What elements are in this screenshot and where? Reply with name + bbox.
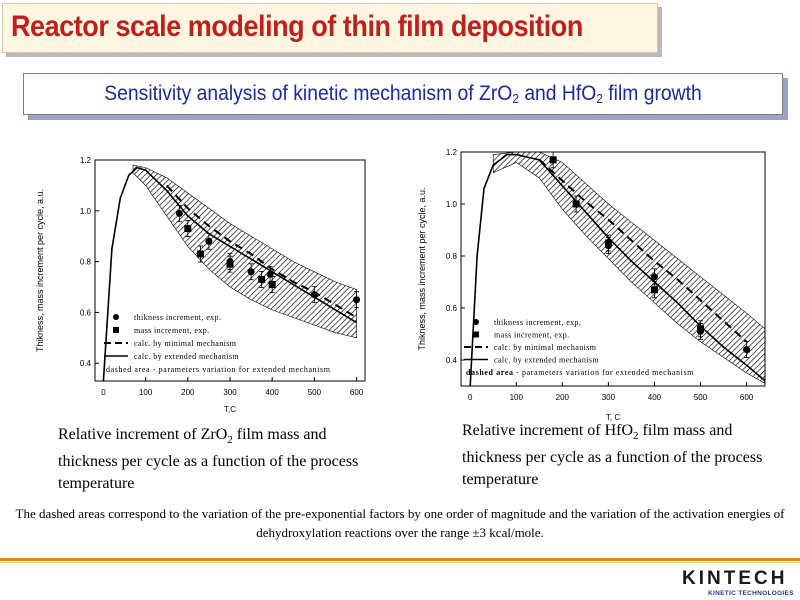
y-axis-label: Thikness, mass increment per cycle, a.u.	[35, 189, 45, 352]
y-tick-label: 1.2	[80, 156, 92, 165]
caption-text: Relative increment of ZrO	[58, 426, 228, 443]
legend-note-text: - parameters variation for extended mech…	[514, 368, 695, 377]
x-tick-label: 600	[350, 388, 364, 397]
plot-area	[102, 164, 361, 381]
legend-circle-icon	[113, 314, 119, 320]
legend-label: calc. by minimal mechanism	[494, 343, 597, 352]
legend: thikness increment, exp. mass increment, …	[104, 313, 331, 374]
x-tick-label: 200	[556, 393, 570, 402]
footnote: The dashed areas correspond to the varia…	[15, 506, 785, 540]
x-tick-label: 400	[266, 388, 280, 397]
thickness-point	[175, 209, 183, 217]
legend-label: mass increment, exp.	[494, 331, 570, 340]
x-tick-label: 100	[139, 388, 153, 397]
legend-label: calc. by minimal mechanism	[134, 339, 237, 348]
x-tick-label: 100	[510, 393, 524, 402]
x-tick-label: 500	[694, 393, 708, 402]
x-axis-label: T,C	[224, 405, 236, 414]
caption-text: film mass and thickness per cycle as a f…	[462, 422, 763, 489]
thickness-point	[650, 273, 658, 281]
legend-label: calc. by extended mechanism	[494, 356, 599, 365]
thickness-point	[205, 237, 213, 245]
y-tick-label: 1.0	[80, 207, 92, 216]
thickness-point	[353, 296, 361, 304]
caption-subscript: 2	[633, 430, 639, 443]
subtitle-part: film growth	[602, 82, 702, 105]
plot-frame	[460, 151, 766, 387]
y-tick-label: 0.4	[446, 356, 458, 365]
caption-subscript: 2	[227, 434, 233, 447]
y-tick-label: 1.2	[446, 148, 458, 157]
legend-square-icon	[473, 331, 479, 338]
x-tick-label: 600	[740, 393, 754, 402]
x-tick-label: 300	[223, 388, 237, 397]
subtitle-banner: Sensitivity analysis of kinetic mechanis…	[23, 73, 783, 115]
legend-square-icon	[113, 327, 119, 333]
legend-note-bold: dashed area	[466, 368, 514, 377]
mass-point	[184, 225, 192, 233]
title-banner: Reactor scale modeling of thin film depo…	[2, 3, 658, 53]
legend-label: mass increment, exp.	[134, 326, 210, 335]
x-tick-label: 0	[468, 393, 473, 402]
mass-point	[258, 275, 266, 283]
extended-mechanism-line	[469, 153, 765, 386]
logo-text: KINTECH	[682, 568, 788, 589]
footer-rule-light	[0, 562, 800, 563]
y-tick-label: 0.6	[446, 304, 458, 313]
subtitle-part: Sensitivity analysis of kinetic mechanis…	[104, 82, 513, 105]
caption-text: film mass and thickness per cycle as a f…	[58, 426, 359, 493]
thickness-point	[310, 291, 318, 299]
y-tick-label: 0.8	[80, 258, 92, 267]
mass-point	[572, 200, 580, 208]
mass-point	[697, 325, 705, 333]
subtitle-subscript: 2	[596, 91, 603, 106]
mass-point	[268, 280, 276, 288]
footer-rule	[0, 558, 800, 561]
legend-note: dashed area - parameters variation for e…	[466, 368, 694, 377]
zro2-chart: 0.4 0.6 0.8 1.0 1.2 0 100 200 300 400 500 600 T,C Thi…	[35, 156, 366, 414]
plot-area	[469, 152, 765, 386]
subtitle-subscript: 2	[512, 91, 519, 106]
thickness-point	[743, 346, 751, 354]
kintech-logo: KINTECH KINETIC TECHNOLOGIES	[682, 568, 798, 598]
y-tick-label: 0.4	[80, 359, 92, 368]
mass-point	[226, 260, 234, 268]
legend-label: thikness increment, exp.	[494, 318, 581, 327]
y-tick-label: 1.0	[446, 200, 458, 209]
y-tick-label: 0.8	[446, 252, 458, 261]
mass-point	[196, 250, 204, 258]
x-tick-label: 400	[648, 393, 662, 402]
extended-mechanism-line	[102, 166, 358, 381]
mass-point	[650, 286, 658, 294]
legend-note-text: dashed area - parameters variation for e…	[106, 365, 331, 374]
slide-subtitle: Sensitivity analysis of kinetic mechanis…	[54, 82, 751, 106]
legend-note: dashed area - parameters variation for e…	[106, 365, 331, 374]
legend: thikness increment, exp. mass increment, …	[464, 318, 694, 377]
x-tick-label: 0	[101, 388, 106, 397]
logo-tagline: KINETIC TECHNOLOGIES	[708, 590, 794, 597]
x-tick-label: 300	[602, 393, 616, 402]
caption-text: Relative increment of HfO	[462, 422, 634, 439]
page-title: Reactor scale modeling of thin film depo…	[11, 10, 583, 43]
x-tick-label: 200	[181, 388, 195, 397]
legend-circle-icon	[473, 319, 479, 325]
y-axis-label: Thikness, mass increment per cycle, a.u.	[417, 187, 427, 350]
legend-label: calc. by extended mechanism	[134, 352, 239, 361]
thickness-point	[247, 268, 255, 276]
minimal-mechanism-line	[165, 184, 358, 319]
legend-label: thikness increment, exp.	[134, 313, 221, 322]
x-axis-label: T, C	[606, 413, 620, 422]
subtitle-part: and HfO	[518, 82, 597, 105]
caption-right: Relative increment of HfO2 film mass and…	[462, 420, 787, 491]
mass-point	[549, 156, 557, 164]
mass-point	[604, 239, 612, 247]
y-tick-label: 0.6	[80, 308, 92, 317]
thickness-point	[266, 270, 274, 278]
caption-left: Relative increment of ZrO2 film mass and…	[58, 424, 380, 495]
minimal-mechanism-line	[538, 159, 748, 343]
x-tick-label: 500	[308, 388, 322, 397]
hfo2-chart: 0.4 0.6 0.8 1.0 1.2 0 100 200 300 400 500 600 T, C Th…	[417, 148, 766, 422]
